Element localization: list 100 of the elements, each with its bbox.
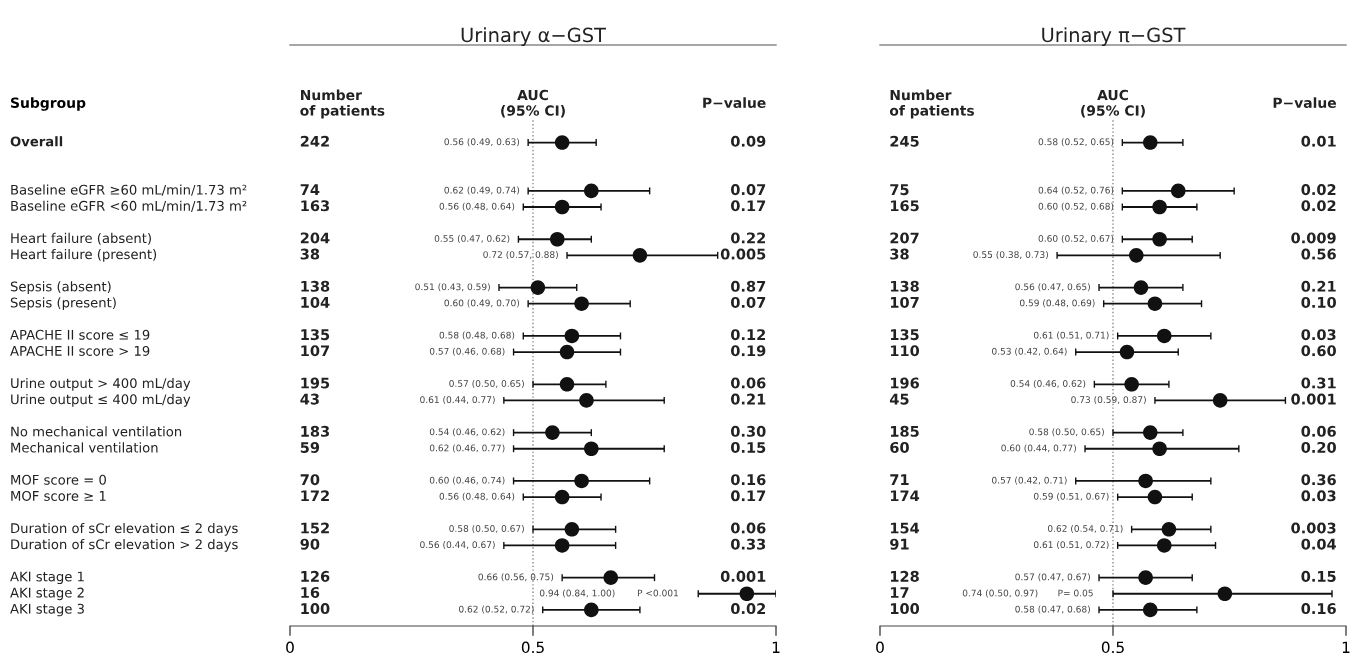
annotation: 0.31 bbox=[1301, 377, 1336, 389]
annotation: 0.62 (0.52, 0.72) bbox=[459, 605, 534, 614]
annotation: 128 bbox=[890, 570, 919, 582]
annotation: 0.57 (0.46, 0.68) bbox=[429, 347, 505, 356]
annotation: 0.15 bbox=[731, 441, 766, 453]
annotation: 17 bbox=[890, 587, 909, 598]
annotation: P= 0.05 bbox=[1058, 589, 1093, 597]
annotation: 0.19 bbox=[731, 345, 766, 357]
y-tick-label: Heart failure (absent) bbox=[11, 232, 151, 245]
annotation: 75 bbox=[890, 184, 909, 196]
annotation: 165 bbox=[890, 200, 919, 212]
point bbox=[564, 328, 580, 344]
y-tick-label: Overall bbox=[10, 136, 63, 147]
y-tick-label: Duration of sCr elevation > 2 days bbox=[11, 539, 238, 552]
annotation: 0.06 bbox=[731, 522, 766, 534]
y-tick-label: Duration of sCr elevation ≤ 2 days bbox=[11, 522, 238, 536]
annotation: 0.87 bbox=[731, 280, 766, 292]
point bbox=[554, 199, 570, 215]
annotation: 163 bbox=[301, 200, 329, 212]
annotation: 0.59 (0.51, 0.67) bbox=[1033, 492, 1109, 501]
point bbox=[545, 425, 560, 440]
point bbox=[1156, 538, 1172, 553]
annotation: 0.02 bbox=[1301, 184, 1336, 196]
annotation: 135 bbox=[301, 329, 330, 341]
annotation: 100 bbox=[890, 603, 920, 615]
annotation: 0.74 (0.50, 0.97) bbox=[962, 589, 1038, 598]
annotation: 0.07 bbox=[731, 184, 766, 196]
annotation: 0.21 bbox=[731, 393, 766, 405]
annotation: 0.60 (0.46, 0.74) bbox=[429, 476, 505, 485]
point bbox=[584, 183, 599, 199]
annotation: 43 bbox=[300, 393, 319, 405]
annotation: 0.003 bbox=[1291, 522, 1336, 534]
point bbox=[1143, 425, 1158, 440]
text: AUC (95% CI) bbox=[501, 89, 565, 118]
annotation: 0.09 bbox=[731, 135, 766, 147]
annotation: 242 bbox=[300, 135, 329, 147]
point bbox=[554, 538, 570, 553]
y-tick-label: Mechanical ventilation bbox=[11, 442, 158, 453]
annotation: 0.10 bbox=[1301, 296, 1336, 308]
point bbox=[1124, 377, 1139, 392]
y-axis-title: Subgroup bbox=[11, 97, 86, 111]
point bbox=[1161, 522, 1177, 537]
point bbox=[579, 393, 594, 408]
point bbox=[554, 489, 570, 505]
text: AUC (95% CI) bbox=[1081, 89, 1145, 118]
annotation: 0.61 (0.44, 0.77) bbox=[420, 396, 495, 405]
annotation: 154 bbox=[890, 522, 920, 534]
point bbox=[559, 377, 575, 392]
y-tick-label: MOF score ≥ 1 bbox=[11, 490, 106, 501]
annotation: 183 bbox=[301, 425, 329, 437]
text: P−value bbox=[703, 97, 766, 109]
point bbox=[1152, 231, 1167, 247]
annotation: 0.06 bbox=[731, 377, 766, 389]
text: Number of patients bbox=[300, 89, 385, 119]
annotation: 204 bbox=[300, 232, 330, 244]
point bbox=[1129, 248, 1144, 263]
x-tick-label: 0 bbox=[286, 641, 294, 654]
y-tick-label: Sepsis (absent) bbox=[10, 281, 111, 294]
annotation: P <0.001 bbox=[637, 589, 678, 597]
text: P−value bbox=[1273, 97, 1336, 109]
annotation: 0.56 (0.49, 0.63) bbox=[444, 138, 520, 147]
annotation: 0.57 (0.47, 0.67) bbox=[1015, 573, 1090, 582]
annotation: 0.60 (0.49, 0.70) bbox=[444, 299, 520, 308]
annotation: 71 bbox=[890, 474, 909, 485]
point bbox=[584, 441, 599, 457]
annotation: 0.58 (0.50, 0.67) bbox=[449, 524, 524, 533]
text: Number of patients bbox=[889, 89, 975, 119]
annotation: 0.58 (0.52, 0.65) bbox=[1038, 138, 1114, 147]
annotation: 107 bbox=[890, 296, 919, 308]
point bbox=[1147, 296, 1163, 311]
chart-title: Urinary π−GST bbox=[1042, 27, 1186, 47]
annotation: 185 bbox=[890, 425, 919, 437]
chart-title: Urinary α−GST bbox=[461, 27, 607, 47]
annotation: 0.55 (0.47, 0.62) bbox=[434, 234, 510, 243]
annotation: 0.12 bbox=[731, 329, 766, 341]
annotation: 0.001 bbox=[1291, 393, 1336, 405]
point bbox=[603, 570, 619, 585]
annotation: 90 bbox=[300, 538, 320, 550]
y-tick-label: Sepsis (present) bbox=[10, 297, 116, 311]
annotation: 135 bbox=[890, 329, 919, 341]
point bbox=[584, 602, 599, 618]
annotation: 0.55 (0.38, 0.73) bbox=[973, 251, 1048, 260]
annotation: 0.22 bbox=[731, 232, 766, 244]
annotation: 60 bbox=[890, 441, 909, 453]
annotation: 0.30 bbox=[731, 425, 766, 437]
annotation: 0.17 bbox=[731, 200, 766, 212]
point bbox=[1143, 135, 1158, 150]
annotation: 245 bbox=[890, 135, 919, 147]
annotation: 172 bbox=[301, 490, 329, 502]
annotation: 38 bbox=[300, 248, 320, 260]
annotation: 0.58 (0.50, 0.65) bbox=[1029, 428, 1104, 437]
point bbox=[1143, 602, 1158, 618]
x-tick-label: 1 bbox=[772, 641, 780, 653]
annotation: 0.16 bbox=[731, 474, 766, 486]
annotation: 0.53 (0.42, 0.64) bbox=[992, 347, 1067, 356]
annotation: 0.58 (0.48, 0.68) bbox=[439, 331, 515, 340]
annotation: 0.005 bbox=[720, 248, 766, 260]
annotation: 0.57 (0.50, 0.65) bbox=[449, 379, 524, 388]
annotation: 196 bbox=[890, 377, 919, 389]
annotation: 0.60 bbox=[1301, 345, 1336, 357]
